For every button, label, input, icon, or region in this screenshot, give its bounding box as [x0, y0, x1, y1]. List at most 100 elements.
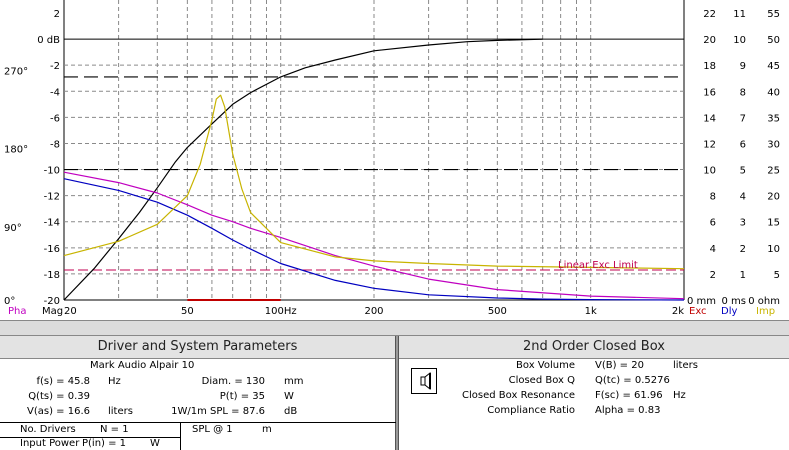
- right-tick-label: 10: [767, 244, 780, 255]
- right-tick-label: 7: [740, 113, 746, 124]
- phase-tick-label: 180°: [4, 145, 28, 156]
- fs-unit: Hz: [108, 376, 121, 387]
- linear-exc-limit-label: Linear Exc Limit: [558, 260, 638, 271]
- closed-box-row-unit: Hz: [673, 390, 686, 401]
- closed-box-row-value[interactable]: Alpha = 0.83: [595, 405, 661, 416]
- phase-tick-label: 90°: [4, 223, 22, 234]
- x-tick-label: 200: [364, 306, 383, 317]
- spl-distance-unit: m: [262, 424, 272, 435]
- diam-unit: mm: [284, 376, 304, 387]
- y-tick-label: 0 dB: [37, 35, 60, 46]
- right-tick-label: 9: [740, 61, 746, 72]
- x-tick-label: 1k: [585, 306, 597, 317]
- right-tick-label: 6: [710, 218, 716, 229]
- right-tick-label: 4: [740, 192, 746, 203]
- x-tick-label: 100Hz: [265, 306, 297, 317]
- closed-box-row-value[interactable]: V(B) = 20: [595, 360, 644, 371]
- closed-box-row-unit: liters: [673, 360, 698, 371]
- right-tick-label: 25: [767, 166, 780, 177]
- right-tick-label: 2: [740, 244, 746, 255]
- y-tick-label: -6: [50, 113, 60, 124]
- spl-distance-value[interactable]: SPL @ 1: [192, 424, 233, 435]
- curve-mag: [63, 38, 543, 301]
- fs-value[interactable]: f(s) = 45.8: [36, 376, 90, 387]
- dly-label: Dly: [721, 306, 737, 317]
- vas-unit: liters: [108, 406, 133, 417]
- closed-box-row-label: Closed Box Q: [508, 375, 575, 386]
- diam-value[interactable]: Diam. = 130: [201, 376, 265, 387]
- separator-line: [0, 422, 396, 423]
- closed-box-panel: 2nd Order Closed Box Box Volume V(B) = 20…: [398, 336, 789, 450]
- vas-value[interactable]: V(as) = 16.6: [27, 406, 90, 417]
- right-tick-label: 45: [767, 61, 780, 72]
- curve-imp: [63, 94, 685, 270]
- separator-vertical: [180, 422, 181, 450]
- right-tick-label: 14: [703, 113, 716, 124]
- closed-box-row-label: Closed Box Resonance: [462, 390, 575, 401]
- closed-box-row-label: Compliance Ratio: [487, 405, 575, 416]
- right-tick-label: 22: [703, 9, 716, 20]
- y-tick-label: -4: [50, 87, 60, 98]
- speaker-box-icon[interactable]: [411, 368, 437, 394]
- right-tick-label: 15: [767, 218, 780, 229]
- input-power-label: Input Power: [20, 438, 80, 449]
- pt-value[interactable]: P(t) = 35: [219, 391, 265, 402]
- curve-dly: [63, 178, 685, 301]
- no-drivers-value[interactable]: N = 1: [100, 424, 129, 435]
- right-tick-label: 3: [740, 218, 746, 229]
- driver-name[interactable]: Mark Audio Alpair 10: [90, 360, 195, 371]
- right-tick-label: 10: [733, 35, 746, 46]
- right-tick-label: 20: [767, 192, 780, 203]
- graph-grid: [63, 0, 685, 301]
- right-tick-label: 18: [703, 61, 716, 72]
- closed-box-row-value[interactable]: F(sc) = 61.96: [595, 390, 663, 401]
- input-power-value[interactable]: P(in) = 1: [82, 438, 127, 449]
- right-tick-label: 40: [767, 87, 780, 98]
- right-tick-label: 4: [710, 244, 716, 255]
- y-tick-label: -8: [50, 139, 60, 150]
- curve-pha: [63, 171, 685, 300]
- y-tick-label: -12: [44, 192, 60, 203]
- reference-lines: [64, 76, 684, 271]
- closed-box-row-value[interactable]: Q(tc) = 0.5276: [595, 375, 670, 386]
- right-tick-label: 6: [740, 139, 746, 150]
- spl-unit: dB: [284, 406, 298, 417]
- panel-divider[interactable]: [0, 320, 789, 336]
- right-tick-label: 55: [767, 9, 780, 20]
- y-tick-label: 2: [54, 9, 60, 20]
- y-tick-label: -20: [44, 296, 60, 307]
- phase-tick-label: 0°: [4, 296, 15, 307]
- speaker-icon: [420, 371, 431, 391]
- right-tick-label: 35: [767, 113, 780, 124]
- qts-value[interactable]: Q(ts) = 0.39: [28, 391, 90, 402]
- x-tick-label: 50: [181, 306, 194, 317]
- closed-box-title: 2nd Order Closed Box: [399, 336, 789, 359]
- separator-line-2: [0, 437, 180, 438]
- right-tick-label: 10: [703, 166, 716, 177]
- right-tick-label: 0 ms: [722, 296, 747, 307]
- imp-label: Imp: [756, 306, 775, 317]
- right-tick-label: 50: [767, 35, 780, 46]
- x-tick-label: 2k: [672, 306, 684, 317]
- right-tick-label: 0 mm: [687, 296, 716, 307]
- right-tick-label: 30: [767, 139, 780, 150]
- pt-unit: W: [284, 391, 294, 402]
- right-tick-label: 2: [710, 270, 716, 281]
- spl-value[interactable]: 1W/1m SPL = 87.6: [171, 406, 265, 417]
- right-tick-label: 8: [710, 192, 716, 203]
- y-tick-label: -10: [44, 166, 60, 177]
- driver-parameters-panel: Driver and System Parameters Mark Audio …: [0, 336, 396, 450]
- input-power-unit: W: [150, 438, 160, 449]
- y-tick-label: -18: [44, 270, 60, 281]
- y-tick-label: -2: [50, 61, 60, 72]
- right-tick-label: 5: [774, 270, 780, 281]
- axis-labels: 20 dB-2-4-6-8-10-12-14-16-18-20270°180°9…: [4, 9, 780, 317]
- right-tick-label: 11: [733, 9, 746, 20]
- response-graph: 20 dB-2-4-6-8-10-12-14-16-18-20270°180°9…: [4, 0, 780, 317]
- pha-label: Pha: [8, 306, 27, 317]
- panel-gap: [396, 336, 398, 450]
- exc-label: Exc: [689, 306, 707, 317]
- x-tick-label: 500: [488, 306, 507, 317]
- no-drivers-label: No. Drivers: [20, 424, 76, 435]
- y-tick-label: -14: [44, 218, 60, 229]
